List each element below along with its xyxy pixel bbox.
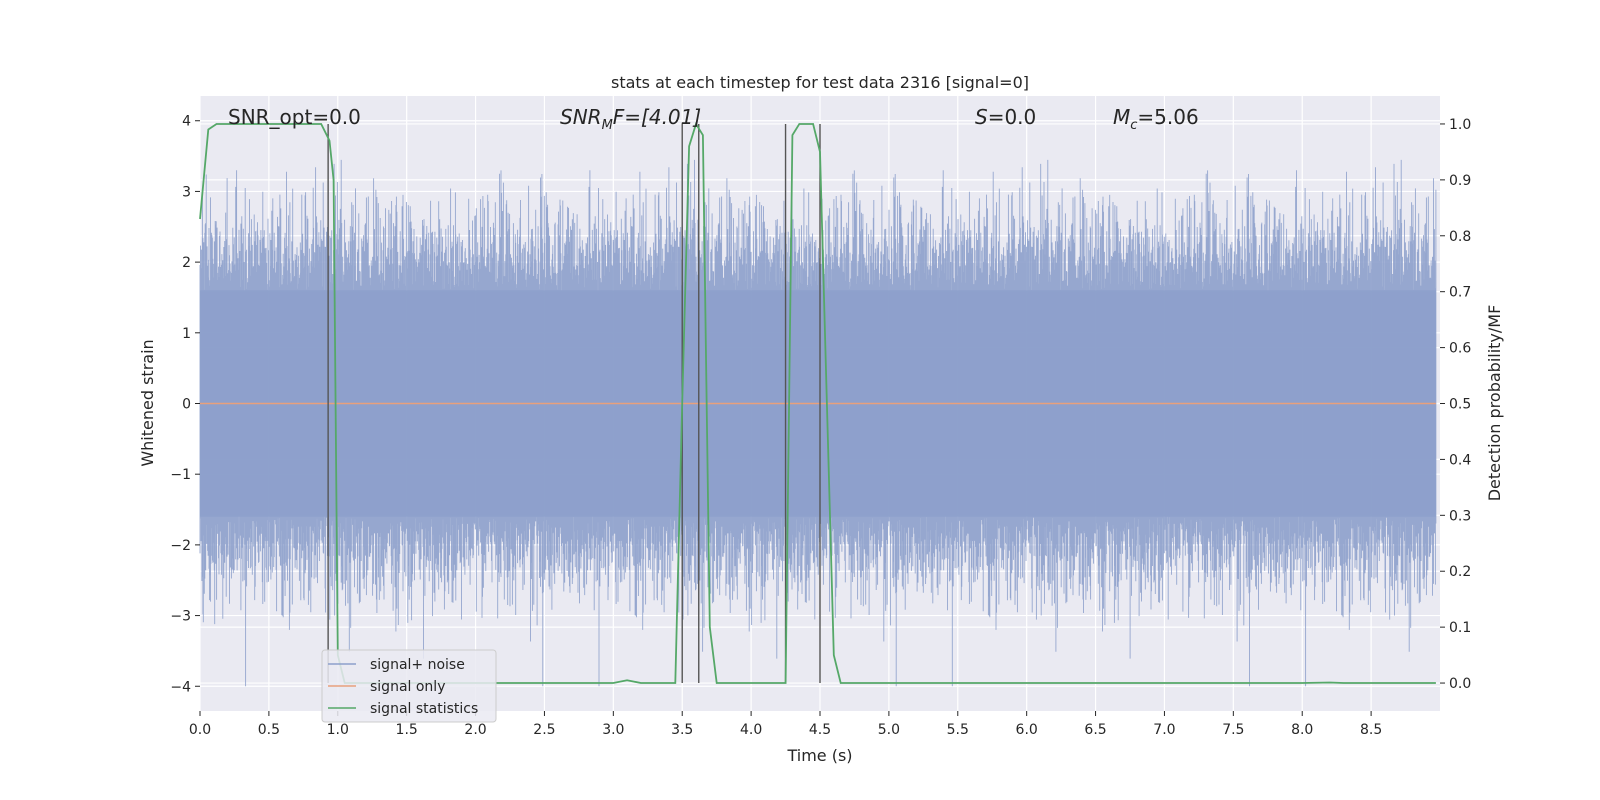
y-left-tick-label: 1 <box>182 326 191 342</box>
x-tick-label: 1.0 <box>327 722 349 738</box>
y-right-tick-label: 0.9 <box>1449 173 1471 189</box>
y-left-tick-label: −1 <box>170 467 191 483</box>
y-right-tick-label: 0.2 <box>1449 564 1471 580</box>
y-left-tick-label: −2 <box>170 538 191 554</box>
legend-box <box>321 649 497 723</box>
signal-statistics-series <box>199 121 1436 684</box>
annotation-prefix: SNR_opt=0.0 <box>228 105 361 129</box>
annotation-prefix: S <box>975 105 988 129</box>
y-left-tick-label: 4 <box>182 114 191 130</box>
legend-label-signal: signal only <box>370 679 445 695</box>
y-left-tick-label: 3 <box>182 184 191 200</box>
x-tick-label: 2.0 <box>464 722 486 738</box>
legend-label-noise: signal+ noise <box>370 657 465 673</box>
legend-label-statistics: signal statistics <box>370 701 478 717</box>
x-tick-label: 5.0 <box>878 722 900 738</box>
x-tick-label: 4.0 <box>740 722 762 738</box>
y-right-tick-label: 0.8 <box>1449 229 1471 245</box>
x-tick-label: 0.5 <box>258 722 280 738</box>
y-left-tick-label: 2 <box>182 255 191 271</box>
y-left-tick-label: 0 <box>182 397 191 413</box>
y-right-tick-label: 0.3 <box>1449 508 1471 524</box>
legend: signal+ noise signal only signal statist… <box>321 649 497 723</box>
annotation-suffix: F=[4.01] <box>613 105 701 129</box>
y-right-tick-label: 0.0 <box>1449 676 1471 692</box>
x-tick-label: 2.5 <box>533 722 555 738</box>
x-tick-label: 1.5 <box>396 722 418 738</box>
annotation-suffix: =5.06 <box>1137 105 1198 129</box>
tick-labels: 0.0 0.5 1.0 1.5 2.0 2.5 3.0 3.5 4.0 4.5 5.0 5.5 6.0 6… <box>170 114 1471 738</box>
annotation-prefix: SNR <box>560 105 602 129</box>
y-right-tick-label: 0.4 <box>1449 452 1471 468</box>
x-tick-label: 6.5 <box>1084 722 1106 738</box>
y-left-tick-label: −3 <box>170 609 191 625</box>
y-axis-left-title: Whitened strain <box>138 339 157 466</box>
y-right-tick-label: 0.7 <box>1449 285 1471 301</box>
x-tick-label: 6.0 <box>1016 722 1038 738</box>
annotation-text: SNR_opt=0.0 <box>228 105 361 129</box>
annotation-subscript: c <box>1130 118 1137 133</box>
x-tick-label: 0.0 <box>189 722 211 738</box>
x-tick-label: 8.5 <box>1360 722 1382 738</box>
x-tick-label: 3.0 <box>602 722 624 738</box>
x-tick-label: 7.0 <box>1153 722 1175 738</box>
annotation-text: Mc=5.06 <box>1113 105 1199 133</box>
x-tick-label: 3.5 <box>671 722 693 738</box>
y-axis-right-title: Detection probability/MF <box>1485 305 1504 502</box>
annotation-subscript: M <box>602 118 613 133</box>
x-tick-label: 7.5 <box>1222 722 1244 738</box>
chart-title: stats at each timestep for test data 231… <box>611 73 1029 92</box>
annotation-text: SNRMF=[4.01] <box>560 105 701 133</box>
x-tick-label: 4.5 <box>809 722 831 738</box>
signal-statistics-line <box>199 121 1436 684</box>
annotations: SNR_opt=0.0 SNRMF=[4.01] S=0.0 Mc=5.06 <box>228 105 1199 133</box>
annotation-suffix: =0.0 <box>988 105 1037 129</box>
y-right-tick-label: 0.1 <box>1449 620 1471 636</box>
x-tick-label: 5.5 <box>947 722 969 738</box>
annotation-prefix: M <box>1113 105 1130 129</box>
y-right-tick-label: 1.0 <box>1449 117 1471 133</box>
x-tick-label: 8.0 <box>1291 722 1313 738</box>
x-axis-title: Time (s) <box>786 746 852 765</box>
y-right-tick-label: 0.5 <box>1449 397 1471 413</box>
y-left-tick-label: −4 <box>170 679 191 695</box>
annotation-text: S=0.0 <box>975 105 1036 129</box>
y-right-tick-label: 0.6 <box>1449 341 1471 357</box>
